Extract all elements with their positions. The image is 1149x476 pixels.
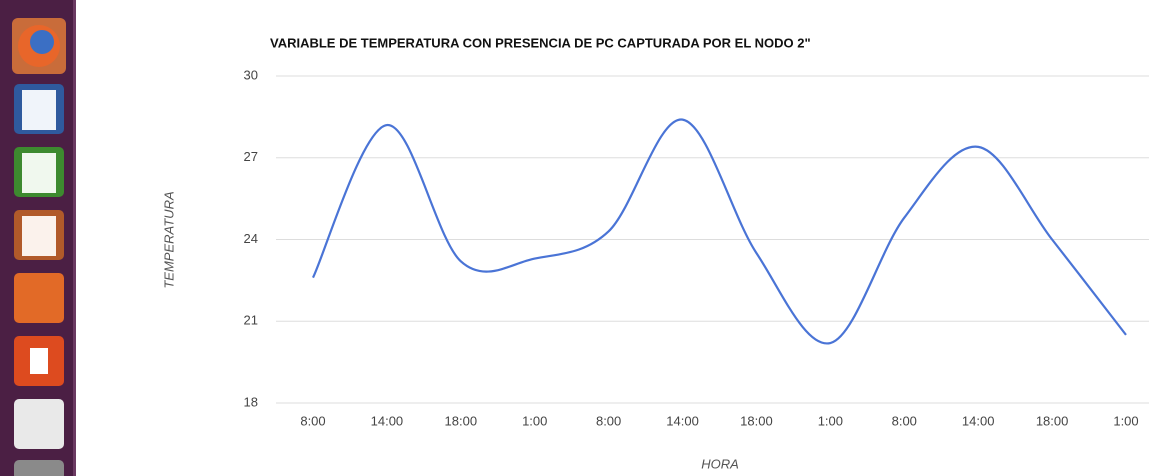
chart-title: VARIABLE DE TEMPERATURA CON PRESENCIA DE…	[270, 35, 811, 50]
y-tick-label: 21	[244, 313, 258, 328]
x-tick-label: 8:00	[596, 413, 621, 428]
x-tick-label: 1:00	[1113, 413, 1138, 428]
software-center-icon[interactable]	[14, 273, 64, 323]
x-tick-label: 18:00	[445, 413, 478, 428]
x-tick-label: 8:00	[892, 413, 917, 428]
y-tick-label: 24	[244, 231, 258, 246]
launcher-icons	[12, 18, 66, 476]
y-tick-label: 27	[244, 149, 258, 164]
writer-doc	[22, 90, 56, 130]
x-tick-label: 1:00	[522, 413, 547, 428]
x-tick-label: 18:00	[1036, 413, 1069, 428]
ubuntu-one-letter	[30, 348, 48, 374]
impress-doc	[22, 216, 56, 256]
y-tick-label: 18	[244, 394, 258, 409]
amazon-icon[interactable]	[14, 399, 64, 449]
x-tick-label: 14:00	[666, 413, 699, 428]
x-tick-label: 1:00	[818, 413, 843, 428]
x-tick-label: 14:00	[371, 413, 404, 428]
firefox-center	[30, 30, 54, 54]
launcher-edge	[73, 0, 76, 476]
x-tick-label: 14:00	[962, 413, 995, 428]
y-tick-label: 30	[244, 67, 258, 82]
line-series	[312, 118, 1127, 345]
settings-icon[interactable]	[14, 460, 64, 476]
calc-doc	[22, 153, 56, 193]
y-axis-label: TEMPERATURA	[161, 191, 176, 288]
x-tick-label: 18:00	[740, 413, 773, 428]
x-axis-label: HORA	[701, 456, 739, 471]
x-tick-label: 8:00	[300, 413, 325, 428]
